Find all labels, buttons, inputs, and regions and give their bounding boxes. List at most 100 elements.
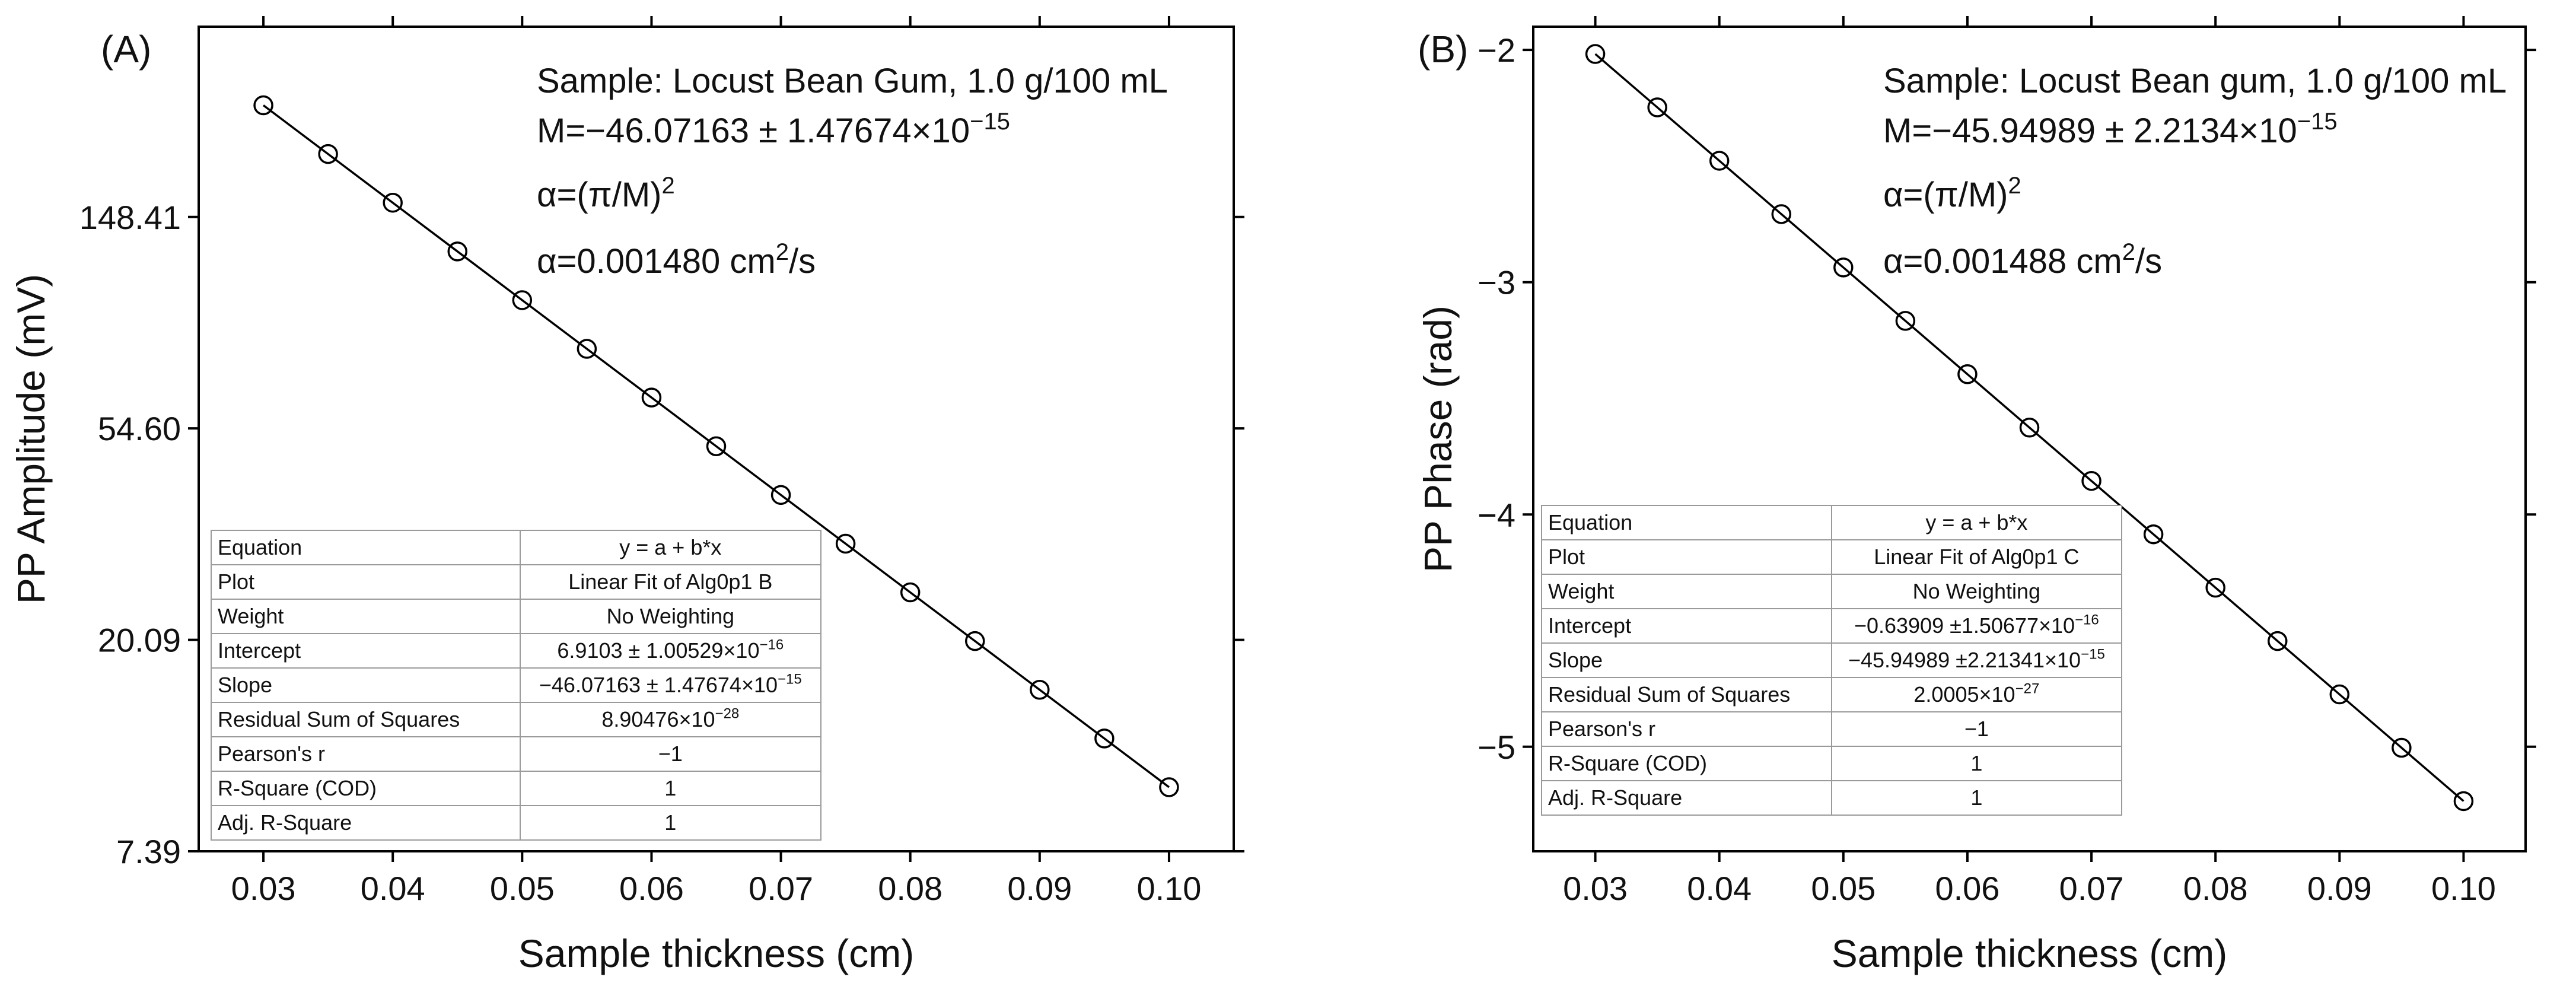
fit-stats-table: Equation y = a + b*x Plot Linear Fit of Alg…: [1541, 505, 2123, 816]
data-point: [965, 631, 985, 651]
chart-panel-b: 0.03 0.04 0.05 0.06 0.07 0.08 0.09 0.10 −2 −3 −4 −5…: [1293, 0, 2576, 999]
y-tick-label: 7.39: [116, 833, 181, 870]
stats-value: −46.07163 ± 1.47674×10−15: [519, 667, 822, 703]
data-point: [900, 582, 921, 603]
stats-row: Equation y = a + b*x: [1541, 505, 2123, 540]
stats-value: −45.94989 ±2.21341×10−15: [1830, 642, 2123, 678]
stats-row: Residual Sum of Squares 2.0005×10−27: [1541, 677, 2123, 712]
stats-label: Weight: [1541, 574, 1832, 609]
chart-panel-a: 0.03 0.04 0.05 0.06 0.07 0.08 0.09 0.10 7.39 20.0…: [0, 0, 1275, 999]
data-point: [1159, 777, 1179, 797]
data-point: [2019, 418, 2040, 438]
stats-row: Adj. R-Square 1: [1541, 780, 2123, 816]
data-point: [2081, 470, 2101, 491]
x-axis-label: Sample thickness (cm): [518, 931, 915, 975]
stats-value: Linear Fit of Alg0p1 B: [519, 564, 822, 600]
stats-value: 1: [519, 805, 822, 841]
x-tick-label: 0.08: [2183, 870, 2248, 907]
m-annotation: M=−45.94989 ± 2.2134×10−15: [1883, 109, 2338, 150]
m-annotation: M=−46.07163 ± 1.47674×10−15: [537, 109, 1010, 150]
stats-label: Weight: [211, 599, 521, 634]
stats-row: Weight No Weighting: [1541, 574, 2123, 609]
x-tick-label: 0.04: [1687, 870, 1752, 907]
stats-value: No Weighting: [519, 599, 822, 634]
stats-label: Equation: [1541, 505, 1832, 540]
stats-row: Intercept 6.9103 ± 1.00529×10−16: [211, 633, 822, 669]
data-point: [1647, 97, 1667, 117]
x-tick-label: 0.09: [1007, 870, 1072, 907]
stats-label: Slope: [211, 667, 521, 703]
stats-value: 2.0005×10−27: [1830, 677, 2123, 712]
fit-stats-table: Equation y = a + b*x Plot Linear Fit of Alg…: [211, 530, 822, 841]
stats-value: −1: [519, 736, 822, 772]
data-point: [1094, 728, 1115, 749]
stats-label: Residual Sum of Squares: [1541, 677, 1832, 712]
stats-value: −0.63909 ±1.50677×10−16: [1830, 608, 2123, 644]
stats-value: 1: [519, 771, 822, 806]
x-tick-label: 0.10: [1136, 870, 1201, 907]
stats-row: Plot Linear Fit of Alg0p1 C: [1541, 539, 2123, 575]
data-point: [641, 387, 662, 408]
alpha-value-annotation: α=0.001488 cm2/s: [1883, 239, 2163, 281]
x-tick-label: 0.09: [2307, 870, 2372, 907]
y-tick-label: 20.09: [98, 622, 181, 659]
data-point: [512, 290, 533, 310]
stats-value: 8.90476×10−28: [519, 702, 822, 737]
stats-row: Slope −46.07163 ± 1.47674×10−15: [211, 667, 822, 703]
data-point: [706, 436, 727, 456]
data-point: [1957, 364, 1978, 384]
data-point: [770, 485, 791, 505]
plot-frame: [1532, 26, 2527, 852]
stats-value: Linear Fit of Alg0p1 C: [1830, 539, 2123, 575]
chart-b-svg: 0.03 0.04 0.05 0.06 0.07 0.08 0.09 0.10 −2 −3 −4 −5…: [1416, 16, 2536, 975]
x-tick-label: 0.08: [878, 870, 942, 907]
stats-label: Slope: [1541, 642, 1832, 678]
stats-value: 1: [1830, 780, 2123, 816]
stats-label: R-Square (COD): [1541, 746, 1832, 781]
x-tick-label: 0.07: [749, 870, 813, 907]
data-point: [1030, 679, 1050, 700]
stats-label: Adj. R-Square: [211, 805, 521, 841]
x-tick-label: 0.06: [619, 870, 684, 907]
stats-row: Plot Linear Fit of Alg0p1 B: [211, 564, 822, 600]
alpha-formula-annotation: α=(π/M)2: [1883, 173, 2021, 214]
stats-row: Pearson's r −1: [211, 736, 822, 772]
data-point: [577, 339, 597, 359]
stats-value: 6.9103 ± 1.00529×10−16: [519, 633, 822, 669]
y-tick-label: 54.60: [98, 410, 181, 447]
data-point: [835, 533, 856, 554]
y-tick-label: −3: [1478, 264, 1515, 301]
stats-label: Adj. R-Square: [1541, 780, 1832, 816]
data-point: [1833, 257, 1854, 278]
stats-label: Residual Sum of Squares: [211, 702, 521, 737]
y-tick-label: 148.41: [79, 199, 181, 236]
x-tick-label: 0.04: [361, 870, 425, 907]
data-point: [2392, 737, 2412, 758]
data-point: [383, 192, 403, 213]
fit-line: [263, 104, 1170, 788]
stats-label: Intercept: [1541, 608, 1832, 644]
sample-annotation: Sample: Locust Bean gum, 1.0 g/100 mL: [1883, 62, 2507, 100]
stats-row: Slope −45.94989 ±2.21341×10−15: [1541, 642, 2123, 678]
x-tick-label: 0.03: [1563, 870, 1628, 907]
stats-row: R-Square (COD) 1: [1541, 746, 2123, 781]
x-axis-label: Sample thickness (cm): [1832, 931, 2228, 975]
x-tick-label: 0.05: [1811, 870, 1876, 907]
data-point: [1771, 204, 1791, 224]
stats-label: R-Square (COD): [211, 771, 521, 806]
stats-row: R-Square (COD) 1: [211, 771, 822, 806]
stats-label: Equation: [211, 530, 521, 565]
panel-label: (A): [101, 28, 151, 71]
plot-frame: [198, 26, 1235, 852]
stats-label: Pearson's r: [211, 736, 521, 772]
fit-line: [1594, 53, 2464, 802]
stats-label: Pearson's r: [1541, 711, 1832, 747]
stats-row: Equation y = a + b*x: [211, 530, 822, 565]
data-point: [253, 95, 273, 116]
stats-label: Plot: [1541, 539, 1832, 575]
y-tick-label: −4: [1478, 496, 1515, 533]
data-point: [2143, 524, 2164, 545]
sample-annotation: Sample: Locust Bean Gum, 1.0 g/100 mL: [537, 62, 1168, 100]
stats-row: Adj. R-Square 1: [211, 805, 822, 841]
stats-value: −1: [1830, 711, 2123, 747]
